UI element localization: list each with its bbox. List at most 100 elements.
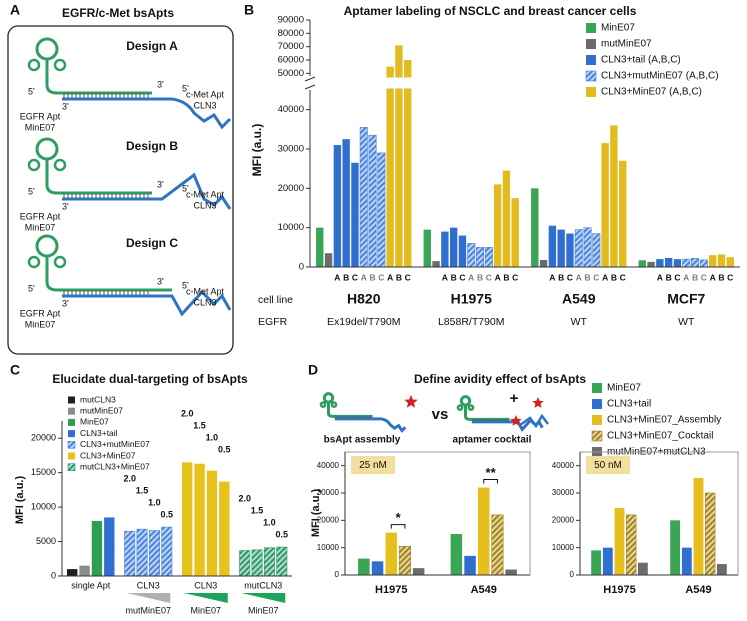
significance-bracket [390, 524, 406, 529]
design-label: A [334, 272, 340, 282]
design-label: B [477, 272, 483, 282]
y-tick-label: 20000 [278, 183, 304, 194]
bar [592, 233, 601, 268]
end-label: 5' [28, 283, 35, 293]
legend-label: mutMinE07 [601, 39, 652, 50]
condition-badge [586, 456, 630, 474]
legend-swatch [592, 383, 602, 393]
axis-break [300, 77, 740, 89]
star-icon [510, 415, 522, 426]
x-tick-label: A549 [685, 584, 711, 596]
row-label: cell line [258, 294, 293, 306]
cmet-aptamer [152, 97, 232, 130]
legend-label: CLN3+MinE07 (A,B,C) [601, 87, 702, 98]
bar [670, 520, 681, 575]
bar [342, 139, 350, 267]
aptamer-loop [330, 401, 338, 408]
y-tick-label: 80000 [278, 28, 304, 39]
cmet-aptamer [372, 417, 407, 433]
sublabel: mutMinE07 [125, 605, 171, 615]
aptamer-strand [45, 59, 152, 95]
egfr-status: WT [678, 316, 695, 328]
end-label: 5' [28, 186, 35, 196]
y-tick-label: 60000 [278, 55, 304, 66]
diagram-title: EGFR/c-Met bsApts [62, 6, 174, 20]
legend-swatch [586, 23, 596, 33]
legend-swatch [68, 452, 75, 460]
egfr-label: MinE07 [25, 222, 56, 232]
design-label: C [352, 272, 358, 282]
legend-swatch [68, 418, 75, 426]
y-tick-label: 70000 [278, 41, 304, 52]
design-label: B [396, 272, 402, 282]
design-label: A [549, 272, 555, 282]
y-tick-label: 40000 [317, 461, 340, 470]
design-title: Design B [126, 139, 178, 153]
bar [79, 565, 90, 576]
bar [647, 261, 655, 267]
end-label: 3' [157, 276, 164, 286]
bar [104, 517, 115, 576]
bar [398, 545, 411, 576]
ratio-label: 1.5 [193, 421, 206, 431]
bar [182, 462, 193, 576]
bar [476, 247, 485, 268]
chart-title: Define avidity effect of bsApts [414, 372, 586, 386]
design-title: Design C [126, 236, 178, 250]
ratio-label: 1.5 [251, 505, 264, 515]
design-label: C [620, 272, 626, 282]
bar [136, 528, 148, 577]
design-label: B [718, 272, 724, 282]
legend-swatch [68, 407, 75, 415]
ratio-label: 1.0 [148, 497, 161, 507]
bar [625, 514, 637, 576]
egfr-label: MinE07 [25, 122, 56, 132]
bar [681, 547, 692, 575]
bar [548, 225, 557, 267]
design-label: A [657, 272, 663, 282]
bar [693, 477, 704, 575]
end-label: 3' [62, 101, 69, 111]
egfr-label: MinE07 [25, 319, 56, 329]
legend-label: CLN3+MinE07_Cocktail [607, 431, 713, 442]
bar [539, 259, 548, 267]
bar [602, 547, 613, 575]
chart-title: Elucidate dual-targeting of bsApts [52, 372, 248, 386]
bar [377, 152, 386, 268]
bar [449, 227, 458, 267]
egfr-status: WT [571, 316, 588, 328]
bar [441, 231, 449, 267]
y-tick-label: 15000 [31, 467, 56, 477]
y-tick-label: 50000 [278, 68, 304, 79]
aptamer-loop [53, 255, 67, 269]
icon-label: aptamer cocktail [453, 435, 532, 446]
y-tick-label: 30000 [317, 488, 340, 497]
ratio-label: 0.5 [161, 509, 174, 519]
ratio-label: 1.0 [206, 433, 219, 443]
bar [614, 508, 625, 575]
legend-label: CLN3+MinE07 [80, 450, 136, 460]
y-tick-label: 5000 [36, 536, 56, 546]
legend-label: CLN3+MinE07_Assembly [607, 415, 721, 426]
vs-label: vs [432, 406, 449, 423]
design-title: Design A [126, 39, 178, 53]
aptamer-loop [35, 37, 59, 61]
significance-label: ** [486, 465, 497, 480]
x-tick-label: CLN3 [194, 580, 217, 590]
end-label: 3' [157, 179, 164, 189]
legend-label: MinE07 [80, 417, 109, 427]
bar [708, 255, 717, 267]
legend-label: CLN3+mutMinE07 [80, 439, 150, 449]
bar [467, 243, 476, 268]
bar [161, 526, 173, 577]
cmet-label: c-Met Apt [186, 89, 225, 99]
significance-label: * [396, 510, 402, 525]
bar [458, 235, 467, 267]
bar [333, 145, 342, 267]
egfr-label: EGFR Apt [20, 111, 61, 121]
end-label: 3' [157, 79, 164, 89]
design-label: B [451, 272, 457, 282]
bar [386, 66, 394, 268]
egfr-status: L858R/T790M [438, 316, 505, 328]
bar [239, 550, 251, 577]
